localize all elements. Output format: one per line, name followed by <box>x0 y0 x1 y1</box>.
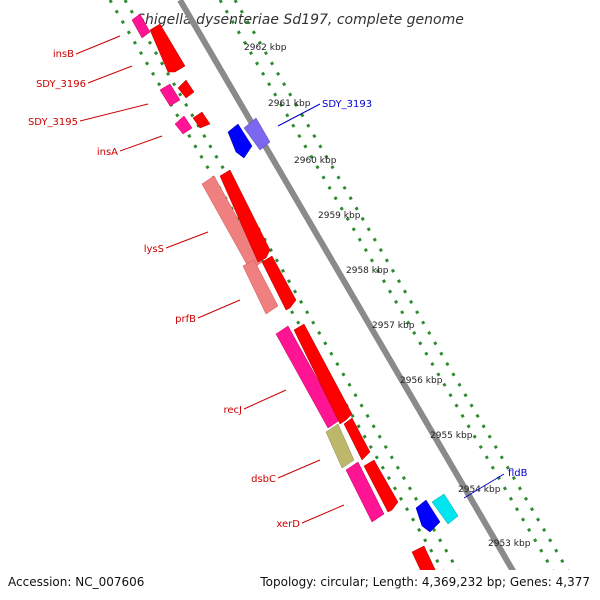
cds-SDY_3195-red[interactable] <box>192 111 211 129</box>
gene-label-lysS[interactable]: lysS <box>144 244 164 255</box>
cds-prfB-salmon[interactable] <box>242 259 279 315</box>
cds-insB-red[interactable] <box>149 23 186 73</box>
cds-SDY_3193-blue[interactable] <box>227 123 253 159</box>
gene-label-SDY_3195[interactable]: SDY_3195 <box>28 117 78 128</box>
accession-text: Accession: NC_007606 <box>8 575 144 589</box>
cds-fldB-cyan[interactable] <box>431 493 459 525</box>
footer-bg <box>0 570 600 600</box>
tick-label: 2962 kbp <box>244 43 287 53</box>
inner-left-rail-2 <box>123 0 477 600</box>
tick-label: 2958 kbp <box>346 266 389 276</box>
tick-label: 2960 kbp <box>294 156 337 166</box>
cds-xerD-pink[interactable] <box>345 461 385 523</box>
gene-label-insA[interactable]: insA <box>97 147 118 158</box>
leader-line <box>277 459 321 479</box>
gene-label-insB[interactable]: insB <box>53 49 74 60</box>
map-title: Shigella dysenteriae Sd197, complete gen… <box>136 12 464 28</box>
tick-label: 2953 kbp <box>488 539 531 549</box>
cds-insB-pink[interactable] <box>131 13 151 39</box>
leader-line <box>463 473 505 499</box>
outer-right-rail <box>218 0 572 600</box>
cds-prfB-red[interactable] <box>261 255 297 311</box>
leader-line <box>87 65 133 84</box>
cds-lysS-red[interactable] <box>219 169 271 263</box>
cds-dsbC-olive[interactable] <box>325 423 355 469</box>
gene-label-SDY_3196[interactable]: SDY_3196 <box>36 79 86 90</box>
leader-line <box>197 299 241 319</box>
leader-line <box>243 389 287 410</box>
tick-label: 2956 kbp <box>400 376 443 386</box>
cds-SDY_3195[interactable] <box>174 115 193 135</box>
inner-left-rail <box>108 0 462 600</box>
cds-SDY_3196-red[interactable] <box>177 79 195 99</box>
tick-label: 2954 kbp <box>458 485 501 495</box>
topology-text: Topology: circular; Length: 4,369,232 bp… <box>259 575 590 589</box>
cds-SDY_3193-purple[interactable] <box>243 117 271 151</box>
gene-label-SDY_3193[interactable]: SDY_3193 <box>322 99 372 110</box>
gene-label-dsbC[interactable]: dsbC <box>251 474 276 485</box>
tick-label: 2961 kbp <box>268 99 311 109</box>
leader-line <box>301 504 345 524</box>
cds-SDY_3196[interactable] <box>159 83 181 107</box>
cds-dsbC-red[interactable] <box>343 417 371 461</box>
tick-label: 2955 kbp <box>430 431 473 441</box>
gene-label-recJ[interactable]: recJ <box>224 405 243 416</box>
leader-line <box>165 231 209 249</box>
tick-label: 2957 kbp <box>372 321 415 331</box>
leader-line <box>75 35 121 55</box>
gene-label-prfB[interactable]: prfB <box>175 314 196 325</box>
tick-label: 2959 kbp <box>318 211 361 221</box>
gene-label-fldB[interactable]: fldB <box>508 468 528 479</box>
genome-backbone <box>177 0 533 600</box>
gene-label-xerD[interactable]: xerD <box>276 519 300 530</box>
cds-recJ-red[interactable] <box>293 323 353 425</box>
outer-right-rail-2 <box>233 0 587 600</box>
cds-xerD-red[interactable] <box>363 459 399 513</box>
leader-line <box>79 103 149 122</box>
leader-line <box>277 103 321 127</box>
cds-fldB-blue[interactable] <box>415 499 441 533</box>
leader-line <box>119 135 163 152</box>
